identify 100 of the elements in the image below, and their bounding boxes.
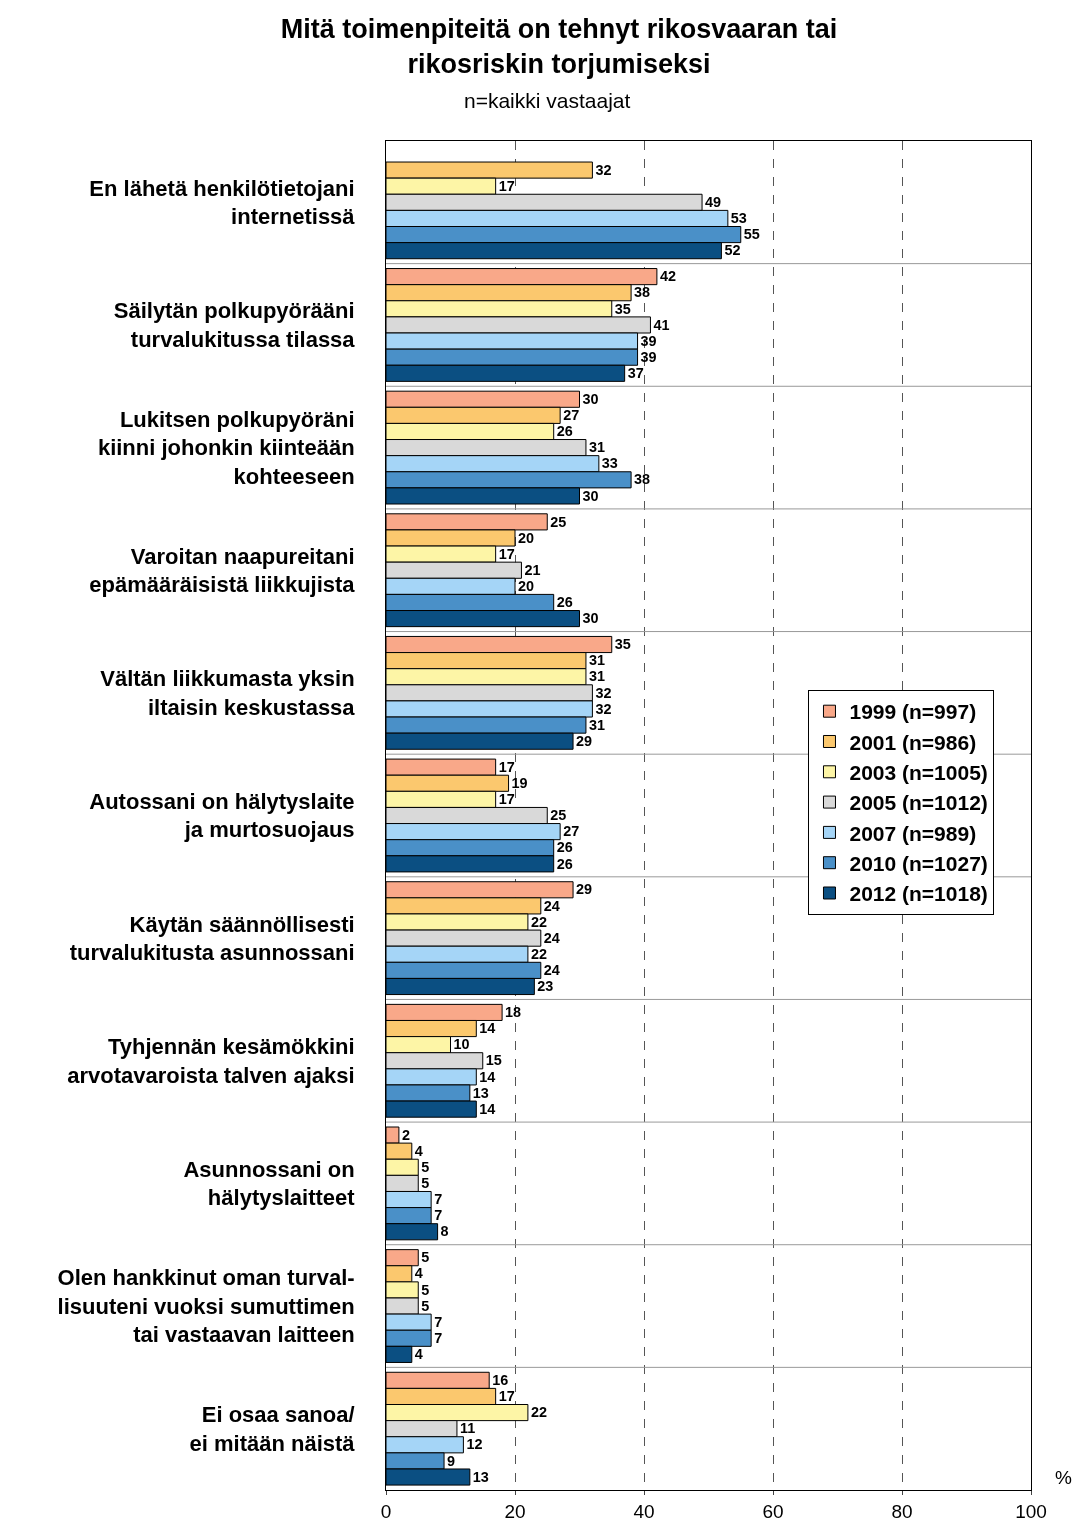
legend-label: 2007 (n=989) [849,821,977,845]
data-label: 35 [614,636,631,653]
data-label: 5 [421,1281,430,1298]
data-label: 27 [563,823,580,840]
legend-label: 2005 (n=1012) [849,791,988,815]
data-label: 31 [588,439,605,456]
y-tick-label: En lähetä henkilötietojani internetissä [89,175,356,230]
data-label: 20 [518,529,535,546]
x-tick-label: 0 [380,1500,392,1522]
data-label: 27 [563,407,580,424]
chart-title: Mitä toimenpiteitä on tehnyt rikosvaaran tai rikosriskin torjumiseksi [280,14,838,80]
data-label: 17 [498,177,515,194]
data-label: 39 [640,348,657,365]
data-label: 32 [595,684,612,701]
legend-label: 2003 (n=1005) [849,760,988,784]
data-label: 7 [434,1207,443,1224]
data-label: 9 [447,1452,456,1469]
data-label: 4 [414,1265,423,1282]
data-label: 25 [550,807,567,824]
data-label: 33 [601,455,618,472]
x-tick-label: 80 [891,1500,913,1522]
data-label: 17 [498,758,515,775]
data-label: 29 [576,881,593,898]
y-tick-label: Säilytän polkupyörääni turvalukitussa tilassa [113,298,356,352]
data-label: 5 [421,1158,430,1175]
chart-subtitle: n=kaikki vastaajat [464,89,631,112]
data-label: 17 [498,1388,515,1405]
data-label: 26 [556,594,573,611]
data-label: 14 [479,1020,496,1037]
legend-label: 2012 (n=1018) [849,882,988,906]
x-axis-title: % [1055,1467,1072,1488]
data-label: 17 [498,545,515,562]
data-label: 49 [705,193,722,210]
y-tick-label: Käytän säännöllisesti turvalukitusta asunnossani [69,911,355,966]
data-label: 30 [582,487,599,504]
data-label: 13 [472,1084,489,1101]
data-label: 18 [505,1004,522,1021]
data-label: 2 [401,1126,410,1143]
data-label: 5 [421,1297,430,1314]
data-label: 38 [634,284,651,301]
legend-label: 2001 (n=986) [849,730,977,754]
data-label: 17 [498,791,515,808]
data-label: 42 [659,268,676,285]
data-label: 4 [414,1142,423,1159]
data-label: 26 [556,855,573,872]
y-tick-label: Tyhjennän kesämökkini arvotavaroista talven ajaksi [67,1034,355,1088]
data-label: 24 [543,897,560,914]
legend-label: 2010 (n=1027) [849,851,988,875]
data-label: 5 [421,1249,430,1266]
data-label: 8 [440,1223,449,1240]
data-label: 22 [530,945,547,962]
data-label: 35 [614,300,631,317]
y-tick-label: Lukitsen polkupyöräni kiinni johonkin kiinteään kohteeseen [97,406,355,489]
data-label: 11 [459,1420,476,1437]
data-label: 7 [434,1329,443,1346]
data-label: 16 [492,1372,509,1388]
y-tick-label: Vältän liikkumasta yksin iltaisin keskustassa [100,666,356,720]
data-label: 31 [588,668,605,685]
data-label: 14 [479,1100,496,1117]
y-tick-label: Olen hankkinut oman turval- lisuuteni vuoksi sumuttimen tai vastaavan laitteen [57,1265,355,1348]
data-label: 23 [537,978,554,995]
data-label: 37 [627,364,644,381]
x-tick-label: 40 [633,1500,655,1522]
y-tick-label: Varoitan naapureitani epämääräisistä liikkujista [89,543,356,598]
data-label: 52 [724,242,741,259]
data-label: 38 [634,471,651,488]
data-label: 39 [640,332,657,349]
data-label: 22 [530,1404,547,1421]
data-label: 24 [543,962,560,979]
data-label: 15 [485,1052,502,1069]
data-label: 7 [434,1313,443,1330]
data-label: 55 [743,226,760,243]
data-label: 19 [511,774,528,791]
y-tick-label: Asunnossani on hälytyslaitteet [183,1156,356,1211]
y-tick-label: Autossani on hälytyslaite ja murtosuojaus [89,788,355,843]
data-label: 10 [453,1036,470,1053]
data-label: 21 [524,561,541,578]
x-tick-label: 100 [1015,1500,1047,1522]
data-label: 53 [730,210,747,227]
data-label: 26 [556,423,573,440]
legend-label: 1999 (n=997) [849,700,977,724]
data-label: 7 [434,1191,443,1208]
data-label: 12 [466,1436,483,1453]
data-label: 20 [518,578,535,595]
data-label: 32 [595,161,612,178]
data-label: 5 [421,1175,430,1192]
data-label: 30 [582,390,599,407]
data-label: 14 [479,1068,496,1085]
x-tick-label: 20 [504,1500,526,1522]
data-label: 22 [530,913,547,930]
data-label: 29 [576,732,593,749]
data-label: 4 [414,1346,423,1363]
data-label: 31 [588,652,605,669]
data-label: 24 [543,929,560,946]
data-label: 30 [582,610,599,627]
data-label: 31 [588,716,605,733]
data-label: 25 [550,513,567,530]
data-label: 13 [472,1468,489,1485]
data-label: 32 [595,700,612,717]
y-tick-label: Ei osaa sanoa/ ei mitään näistä [189,1402,356,1456]
